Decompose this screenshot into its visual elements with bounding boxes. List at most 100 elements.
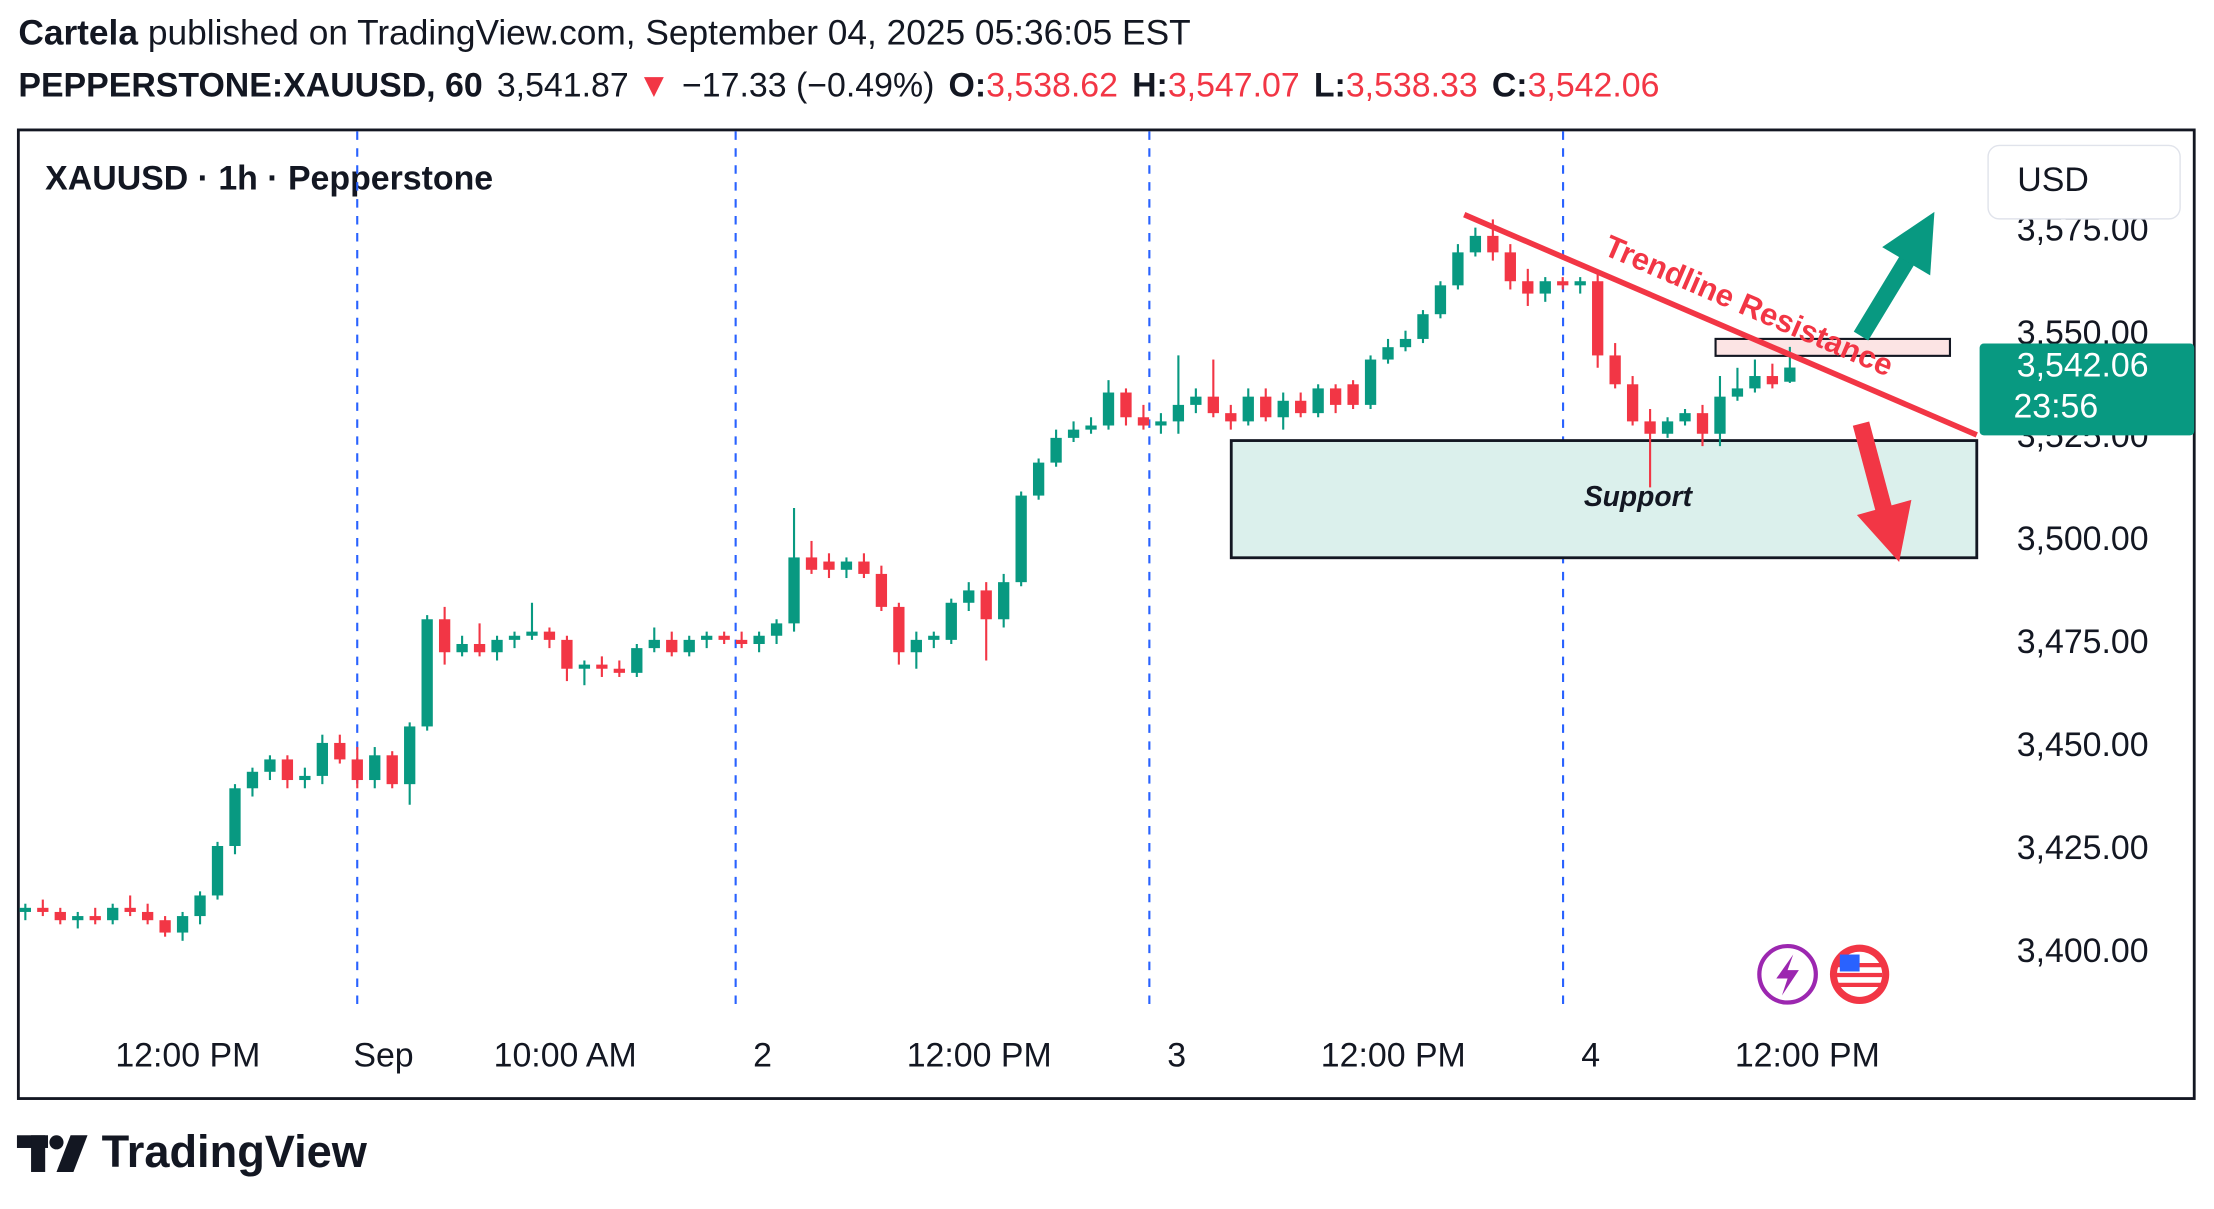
- candle-body: [1487, 235, 1499, 253]
- last-price-box: [1979, 343, 2195, 436]
- logo-part: [49, 1135, 64, 1150]
- candle-body: [1434, 285, 1447, 315]
- candle-body: [1364, 359, 1377, 405]
- candle-body: [945, 602, 957, 640]
- candle-body: [543, 631, 556, 640]
- candle-body: [421, 619, 433, 727]
- flag-stripe: [1836, 972, 1883, 978]
- flag-stripe: [1836, 982, 1883, 988]
- candle-body: [980, 590, 992, 620]
- candle-body: [963, 590, 975, 603]
- event-icon-bolt: [1776, 954, 1799, 996]
- y-tick-label: 3,400.00: [2017, 932, 2149, 970]
- session-breaks: [356, 131, 1565, 1010]
- candle-body: [1539, 281, 1551, 294]
- candle-body: [1172, 404, 1185, 422]
- candle-body: [1155, 421, 1167, 426]
- ohlc-value: 3,547.07: [1168, 67, 1300, 105]
- ohlc-label: H:: [1132, 67, 1168, 105]
- x-tick-label: 3: [1167, 1037, 1186, 1075]
- arrow-down-head: [1856, 499, 1912, 562]
- candle-body: [1347, 384, 1359, 405]
- resistance-box: [1714, 337, 1952, 357]
- x-tick-label: 12:00 PM: [907, 1037, 1052, 1075]
- candle-body: [246, 771, 259, 789]
- candle-body: [1417, 314, 1429, 339]
- candle-body: [928, 635, 940, 640]
- candle-body: [1592, 281, 1604, 356]
- arrow-down: [1852, 421, 1892, 511]
- candle-body: [1679, 413, 1691, 422]
- candle-body: [19, 907, 31, 912]
- candle-body: [1644, 421, 1656, 434]
- candle-body: [1766, 376, 1779, 385]
- candle-body: [735, 639, 748, 644]
- candle-body: [1609, 355, 1621, 385]
- candle-body: [1574, 281, 1586, 286]
- logo-part: [56, 1135, 88, 1172]
- candle-body: [159, 920, 171, 933]
- candle-body: [37, 907, 49, 912]
- candle-body: [107, 907, 119, 921]
- candle-body: [334, 742, 346, 760]
- candle-body: [683, 639, 695, 653]
- candle-body: [1399, 338, 1412, 348]
- candle-body: [1382, 347, 1394, 360]
- support-label: Support: [1584, 480, 1694, 512]
- candle-body: [1626, 384, 1639, 422]
- candle-body: [351, 759, 363, 781]
- x-tick-label: 4: [1581, 1037, 1600, 1075]
- candle-body: [596, 664, 608, 669]
- chart-frame: [16, 128, 2196, 1100]
- candle-body: [1225, 413, 1237, 422]
- candle-body: [1504, 252, 1516, 282]
- candle-body: [141, 911, 154, 921]
- x-tick-label: 2: [753, 1037, 772, 1075]
- candle-body: [1067, 429, 1080, 438]
- candle-body: [176, 916, 189, 933]
- y-tick-label: 3,475.00: [2017, 623, 2149, 661]
- x-tick-label: 12:00 PM: [115, 1037, 260, 1075]
- candle-body: [1277, 400, 1289, 418]
- ohlc-value: 3,538.62: [986, 67, 1118, 105]
- candle-body: [1784, 367, 1796, 382]
- candle-body: [1714, 396, 1726, 434]
- ohlc-label: L:: [1314, 67, 1346, 105]
- flag-canton: [1839, 954, 1860, 972]
- candle-body: [998, 582, 1010, 620]
- ohlc-label: C:: [1492, 67, 1528, 105]
- candle-body: [1120, 392, 1132, 418]
- candle-body: [491, 639, 503, 653]
- trendline: [1463, 212, 1978, 438]
- candle-body: [1102, 392, 1115, 426]
- candle-body: [788, 557, 800, 624]
- candle-body: [1015, 495, 1027, 583]
- candle-body: [613, 668, 625, 673]
- candle-body: [1050, 437, 1062, 463]
- candle-body: [1696, 413, 1709, 434]
- plot: [19, 219, 1796, 941]
- candle-body: [1329, 388, 1342, 405]
- candle-body: [858, 561, 870, 574]
- candle-body: [54, 911, 66, 921]
- change: −17.33 (−0.49%): [682, 67, 934, 105]
- support-zone: [1229, 439, 1979, 560]
- candle-body: [89, 916, 101, 921]
- candle-body: [631, 648, 643, 673]
- candle-body: [229, 788, 241, 846]
- candle-body: [1137, 417, 1150, 426]
- arrow-up: [1853, 252, 1917, 341]
- candle-body: [473, 643, 486, 653]
- candle-body: [1295, 400, 1307, 414]
- logo-part: [31, 1135, 46, 1172]
- candle-body: [1190, 396, 1202, 405]
- logo-icon: [16, 1135, 88, 1172]
- candle-body: [1661, 421, 1674, 434]
- ohlc-value: 3,538.33: [1346, 67, 1478, 105]
- published: published on TradingView.com, September …: [148, 14, 1191, 53]
- candle-body: [316, 742, 328, 776]
- candle-body: [770, 623, 783, 636]
- candle-body: [1749, 376, 1761, 389]
